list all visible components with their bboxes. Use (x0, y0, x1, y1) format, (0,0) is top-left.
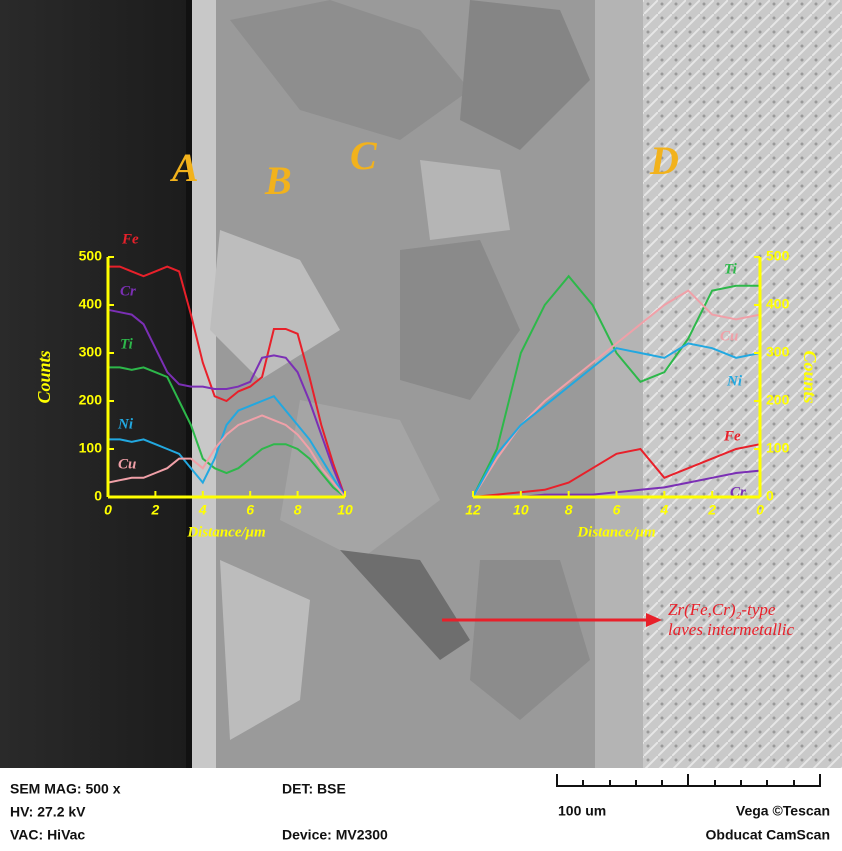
footer-text: 100 um (558, 803, 606, 819)
x-tick-label: 10 (337, 502, 353, 518)
footer: SEM MAG: 500 x HV: 27.2 kV VAC: HiVac DE… (10, 774, 830, 843)
x-tick-label: 4 (659, 502, 668, 518)
x-axis-label: Distance/μm (576, 524, 655, 540)
footer-text: Obducat CamScan (706, 827, 830, 843)
x-tick-label: 4 (198, 502, 207, 518)
annotation-text: Zr(Fe,Cr)₂-type (668, 600, 776, 619)
region-label: C (350, 133, 378, 178)
x-tick-label: 2 (707, 502, 716, 518)
region-label: A (169, 145, 199, 190)
y-tick-label: 200 (79, 392, 103, 408)
y-tick-label: 0 (94, 488, 102, 504)
x-tick-label: 6 (613, 502, 621, 518)
series-label: Ni (726, 373, 743, 389)
y-axis-label: Counts (800, 350, 820, 403)
sem-image (0, 0, 842, 768)
x-tick-label: 2 (151, 502, 160, 518)
y-tick-label: 500 (79, 248, 103, 264)
footer-text: SEM MAG: 500 x (10, 781, 121, 797)
x-tick-label: 10 (513, 502, 529, 518)
series-label: Cr (120, 283, 136, 299)
x-tick-label: 8 (565, 502, 573, 518)
footer-text: VAC: HiVac (10, 827, 85, 843)
scale-bar (557, 774, 820, 786)
x-tick-label: 0 (756, 502, 764, 518)
y-tick-label: 200 (766, 392, 790, 408)
y-tick-label: 100 (766, 440, 790, 456)
series-label: Fe (723, 428, 741, 444)
series-label: Ti (120, 336, 134, 352)
page: A B C D Zr(Fe,Cr)₂-type laves intermetal… (0, 0, 842, 846)
footer-text: DET: BSE (282, 781, 346, 797)
x-tick-label: 8 (294, 502, 302, 518)
series-label: Cu (118, 456, 136, 472)
series-label: Cu (720, 328, 738, 344)
x-tick-label: 0 (104, 502, 112, 518)
x-tick-label: 12 (465, 502, 481, 518)
region-label: B (264, 158, 292, 203)
x-tick-label: 6 (246, 502, 254, 518)
y-tick-label: 100 (79, 440, 103, 456)
footer-text: HV: 27.2 kV (10, 804, 86, 820)
y-axis-label: Counts (34, 350, 54, 403)
annotation-text: laves intermetallic (668, 620, 795, 639)
footer-text: Vega ©Tescan (736, 803, 830, 819)
y-tick-label: 400 (766, 296, 790, 312)
y-tick-label: 500 (766, 248, 790, 264)
y-tick-label: 300 (79, 344, 103, 360)
x-axis-label: Distance/μm (186, 524, 265, 540)
region-label: D (649, 138, 679, 183)
y-tick-label: 0 (766, 488, 774, 504)
series-label: Ti (724, 261, 738, 277)
series-label: Ni (117, 416, 134, 432)
y-tick-label: 400 (79, 296, 103, 312)
series-label: Fe (121, 231, 139, 247)
footer-text: Device: MV2300 (282, 827, 388, 843)
y-tick-label: 300 (766, 344, 790, 360)
